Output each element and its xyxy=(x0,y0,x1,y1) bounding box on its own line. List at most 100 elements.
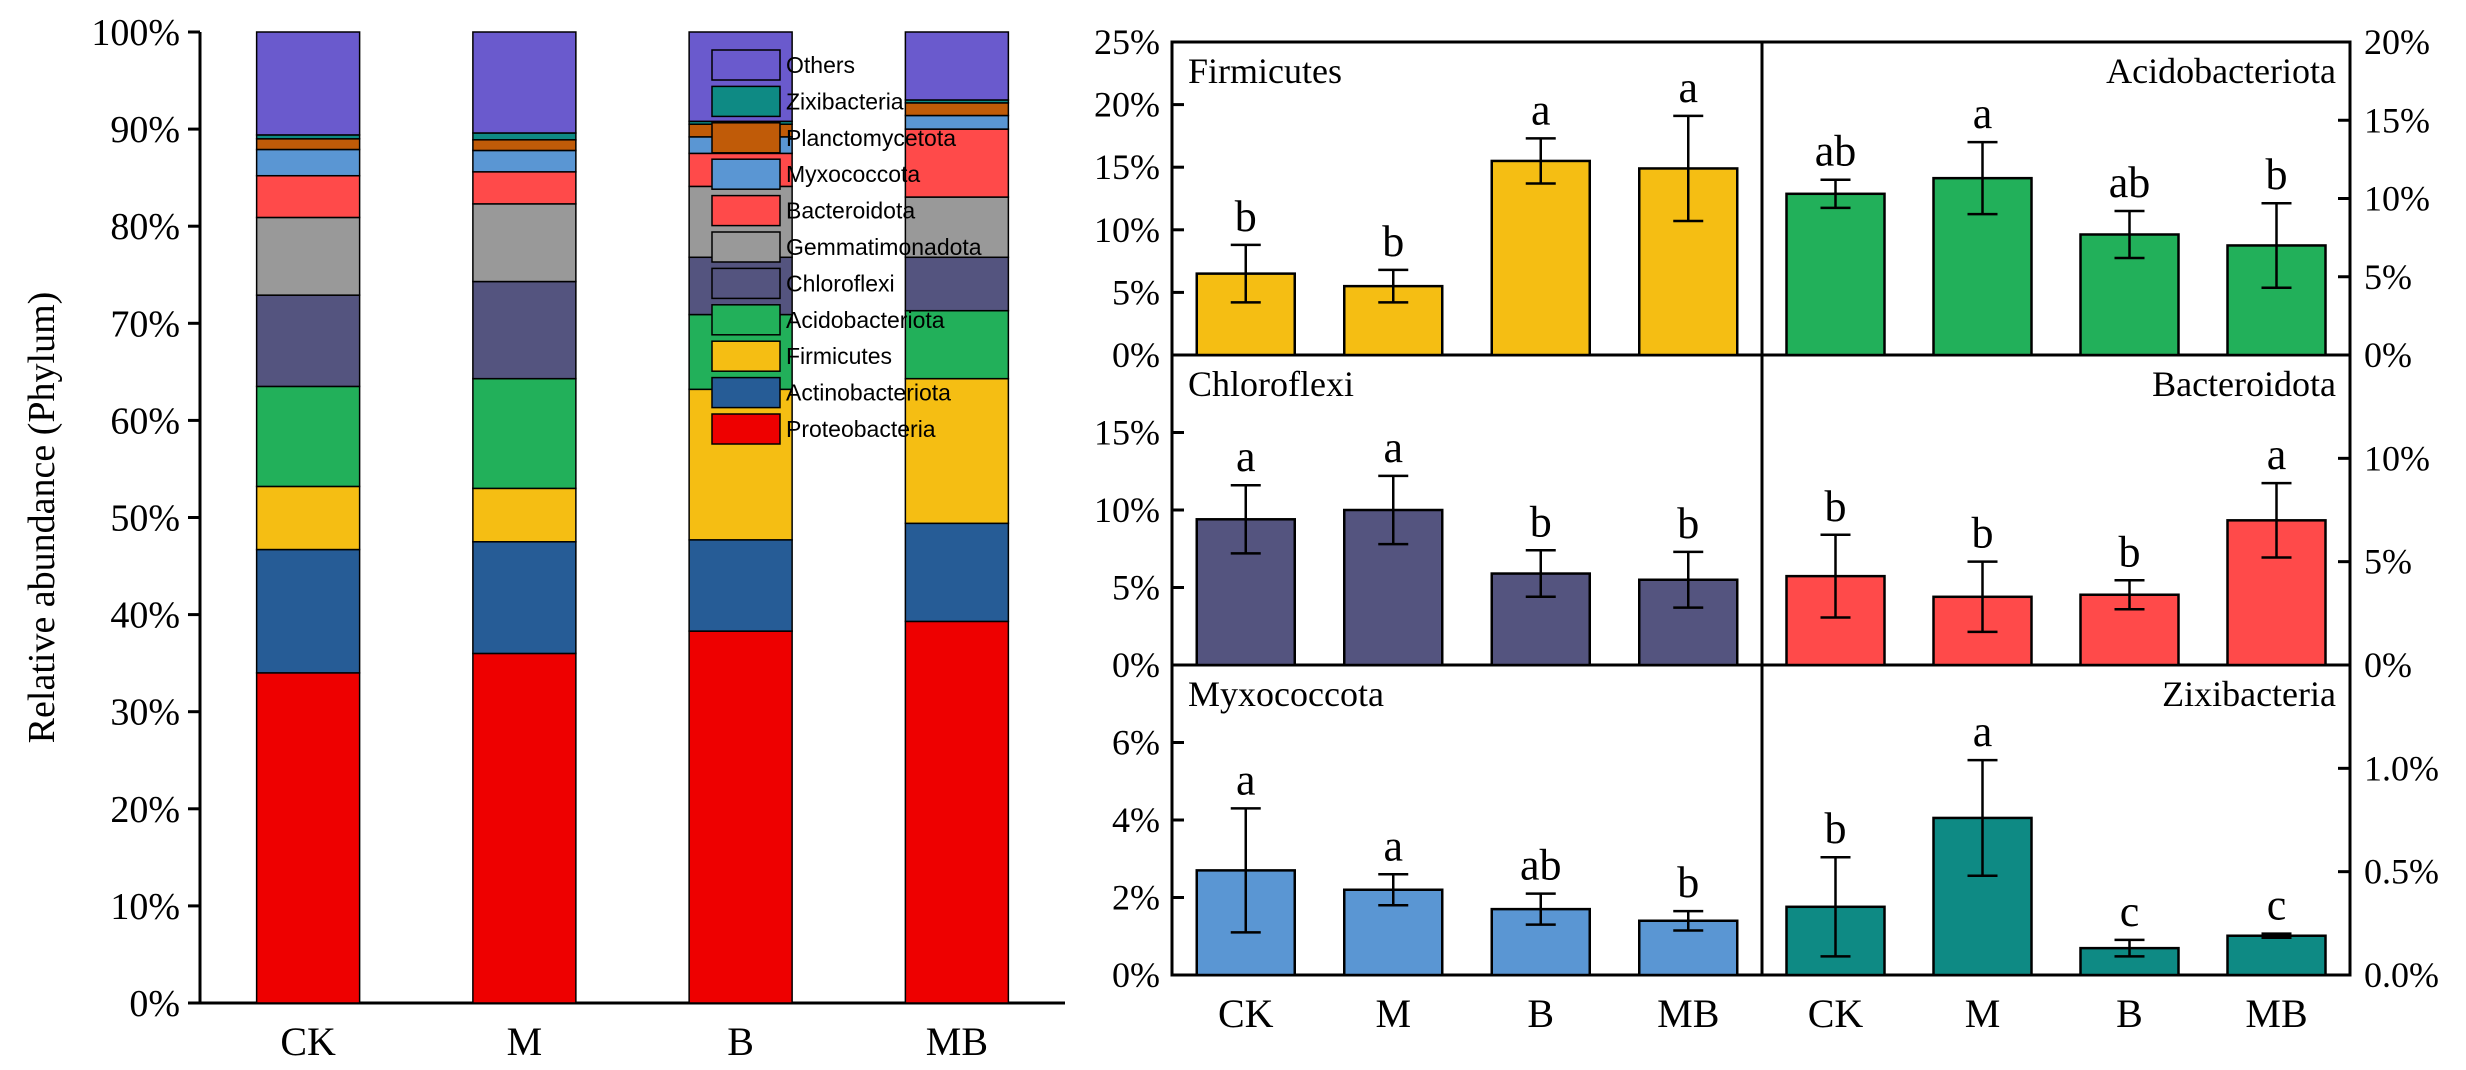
y-tick-label: 0.0% xyxy=(2364,955,2439,995)
legend-swatch-actinobacteriota xyxy=(711,376,781,409)
y-tick-label: 0% xyxy=(1112,645,1160,685)
stack-segment-firmicutes-m xyxy=(472,487,577,543)
stack-segment-proteobacteria-ck xyxy=(255,672,361,1004)
stack-segment-proteobacteria-mb xyxy=(904,620,1010,1004)
significance-letter-m: a xyxy=(1973,89,1993,138)
y-tick-label: 20% xyxy=(2364,22,2430,62)
stack-segment-proteobacteria-m xyxy=(472,652,577,1004)
stack-segment-actinobacteriota-m xyxy=(472,541,577,655)
y-tick-label: 5% xyxy=(1112,272,1160,312)
significance-letter-b: a xyxy=(1531,85,1551,134)
significance-letter-mb: b xyxy=(1677,499,1699,548)
stack-segment-acidobacteriota-ck xyxy=(255,385,361,488)
significance-letter-ck: b xyxy=(1235,192,1257,241)
significance-letter-m: a xyxy=(1383,423,1403,472)
y-tick-label: 10% xyxy=(1094,210,1160,250)
legend-swatch-zixibacteria xyxy=(711,85,781,118)
y-tick-label: 10% xyxy=(2364,179,2430,219)
panel-title: Acidobacteriota xyxy=(2106,51,2336,91)
significance-letter-b: ab xyxy=(1520,841,1562,890)
y-tick-label: 80% xyxy=(110,206,180,248)
x-category-label: CK xyxy=(1808,991,1864,1036)
significance-letter-ck: b xyxy=(1825,804,1847,853)
legend-label-zixibacteria: Zixibacteria xyxy=(786,88,904,114)
y-tick-label: 25% xyxy=(1094,22,1160,62)
stack-segment-firmicutes-ck xyxy=(255,485,361,551)
stack-segment-actinobacteriota-ck xyxy=(255,548,361,674)
legend-label-others: Others xyxy=(786,52,855,78)
legend-swatch-gemmatimonadota xyxy=(711,231,781,263)
y-tick-label: 70% xyxy=(110,303,180,345)
stack-segment-gemmatimonadota-mb xyxy=(904,196,1010,259)
y-axis-title: Relative abundance (Phylum) xyxy=(21,292,63,744)
panel-acidobacteriota: 0% 5% 10% 15% 20% Acidobacteriota ab a ab b xyxy=(1785,22,2430,375)
stack-segment-zixibacteria-m xyxy=(472,132,577,141)
legend-label-myxococcota: Myxococcota xyxy=(786,161,920,187)
y-tick-label: 4% xyxy=(1112,800,1160,840)
panel-title: Firmicutes xyxy=(1188,51,1342,91)
bar-ck xyxy=(1785,192,1886,357)
y-tick-label: 2% xyxy=(1112,878,1160,918)
stack-segment-others-mb xyxy=(904,31,1010,101)
significance-letter-b: c xyxy=(2120,887,2140,936)
stack-segment-bacteroidota-ck xyxy=(255,174,361,219)
panel-myxococcota: 0% 2% 4% 6% Myxococcota a CK a Mab Bb MB xyxy=(1112,674,1739,1036)
significance-letter-mb: a xyxy=(2267,430,2287,479)
x-category-label: B xyxy=(1527,991,1554,1036)
legend-swatch-myxococcota xyxy=(711,158,781,190)
stack-segment-planctomycetota-ck xyxy=(255,138,361,151)
y-tick-label: 20% xyxy=(1094,85,1160,125)
legend-swatch-bacteroidota xyxy=(711,194,781,227)
y-tick-label: 5% xyxy=(2364,257,2412,297)
significance-letter-b: b xyxy=(1530,497,1552,546)
legend-swatch-chloroflexi xyxy=(711,267,781,300)
legend-swatch-firmicutes xyxy=(711,340,781,372)
legend-label-chloroflexi: Chloroflexi xyxy=(786,270,895,296)
y-tick-label: 1.0% xyxy=(2364,748,2439,788)
stack-segment-gemmatimonadota-m xyxy=(472,203,577,283)
stack-segment-others-ck xyxy=(255,31,361,136)
legend-label-firmicutes: Firmicutes xyxy=(786,343,892,369)
y-tick-label: 30% xyxy=(110,692,180,734)
significance-letter-m: a xyxy=(1973,707,1993,756)
significance-letter-m: a xyxy=(1383,821,1403,870)
significance-letter-mb: b xyxy=(2266,150,2288,199)
legend-swatch-others xyxy=(711,49,781,81)
x-category-label: CK xyxy=(1218,991,1274,1036)
significance-letter-ck: a xyxy=(1236,432,1256,481)
significance-letter-m: b xyxy=(1382,217,1404,266)
panel-chloroflexi: 0% 5% 10% 15% Chloroflexi a a b b xyxy=(1094,364,1739,685)
y-tick-label: 60% xyxy=(110,400,180,442)
legend-label-actinobacteriota: Actinobacteriota xyxy=(786,380,951,406)
x-category-label: MB xyxy=(1657,991,1719,1036)
panel-title: Chloroflexi xyxy=(1188,364,1354,404)
stack-segment-myxococcota-ck xyxy=(255,148,361,177)
stack-segment-planctomycetota-mb xyxy=(904,102,1010,117)
legend-label-bacteroidota: Bacteroidota xyxy=(786,198,915,224)
y-tick-label: 20% xyxy=(110,789,180,831)
significance-letter-ck: a xyxy=(1236,755,1256,804)
y-tick-label: 10% xyxy=(1094,490,1160,530)
bar-ck xyxy=(1195,272,1296,357)
stack-segment-bacteroidota-m xyxy=(472,171,577,205)
y-tick-label: 15% xyxy=(2364,100,2430,140)
y-tick-label: 15% xyxy=(1094,413,1160,453)
phylum-bar-panels: 0% 5% 10% 15% 20% 25% Firmicutes b b a a 0% 5% 10% 15%… xyxy=(1094,22,2439,1036)
x-category-label: B xyxy=(727,1019,754,1064)
y-tick-label: 15% xyxy=(1094,147,1160,187)
legend-label-acidobacteriota: Acidobacteriota xyxy=(786,307,945,333)
stack-segment-myxococcota-m xyxy=(472,149,577,173)
y-tick-label: 90% xyxy=(110,109,180,151)
significance-letter-b: b xyxy=(2119,527,2141,576)
stack-segment-gemmatimonadota-ck xyxy=(255,216,361,296)
stack-segment-actinobacteriota-mb xyxy=(904,522,1010,623)
stack-segment-firmicutes-mb xyxy=(904,377,1010,525)
panel-title: Myxococcota xyxy=(1188,674,1384,714)
bar-mb xyxy=(2226,934,2327,977)
bar-ck xyxy=(1195,518,1296,667)
legend-label-gemmatimonadota: Gemmatimonadota xyxy=(786,234,982,260)
x-category-label: B xyxy=(2116,991,2143,1036)
stack-segment-proteobacteria-b xyxy=(688,630,793,1004)
panel-bacteroidota: 0% 5% 10% Bacteroidota b b b a xyxy=(1785,364,2430,685)
